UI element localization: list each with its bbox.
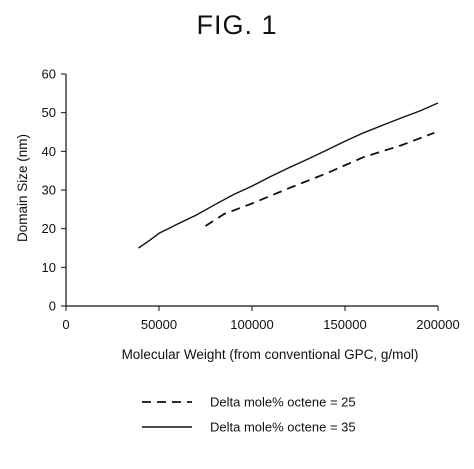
y-tick-label: 60 [42, 67, 56, 82]
x-tick-label: 200000 [416, 317, 459, 332]
x-axis-label: Molecular Weight (from conventional GPC,… [122, 347, 419, 362]
legend-label-2: Delta mole% octene = 35 [210, 420, 356, 435]
figure-title: FIG. 1 [196, 10, 278, 40]
y-tick-label: 20 [42, 221, 56, 236]
legend-label-1: Delta mole% octene = 25 [210, 395, 356, 410]
chart-ticks: 0 50000 100000 150000 200000 0 10 20 30 40 50 60 [42, 67, 460, 333]
chart-legend: Delta mole% octene = 25 Delta mole% octen… [142, 395, 356, 435]
x-tick-label: 50000 [141, 317, 177, 332]
chart-series [138, 102, 439, 249]
y-tick-label: 30 [42, 183, 56, 198]
series-line-2 [138, 102, 439, 249]
y-tick-label: 0 [49, 299, 56, 314]
y-tick-label: 50 [42, 105, 56, 120]
y-tick-label: 10 [42, 260, 56, 275]
series-line-1 [205, 131, 435, 227]
chart-axes [65, 74, 438, 307]
x-tick-label: 0 [62, 317, 69, 332]
y-tick-label: 40 [42, 144, 56, 159]
x-tick-label: 100000 [230, 317, 273, 332]
x-tick-label: 150000 [323, 317, 366, 332]
y-axis-label: Domain Size (nm) [15, 134, 30, 242]
